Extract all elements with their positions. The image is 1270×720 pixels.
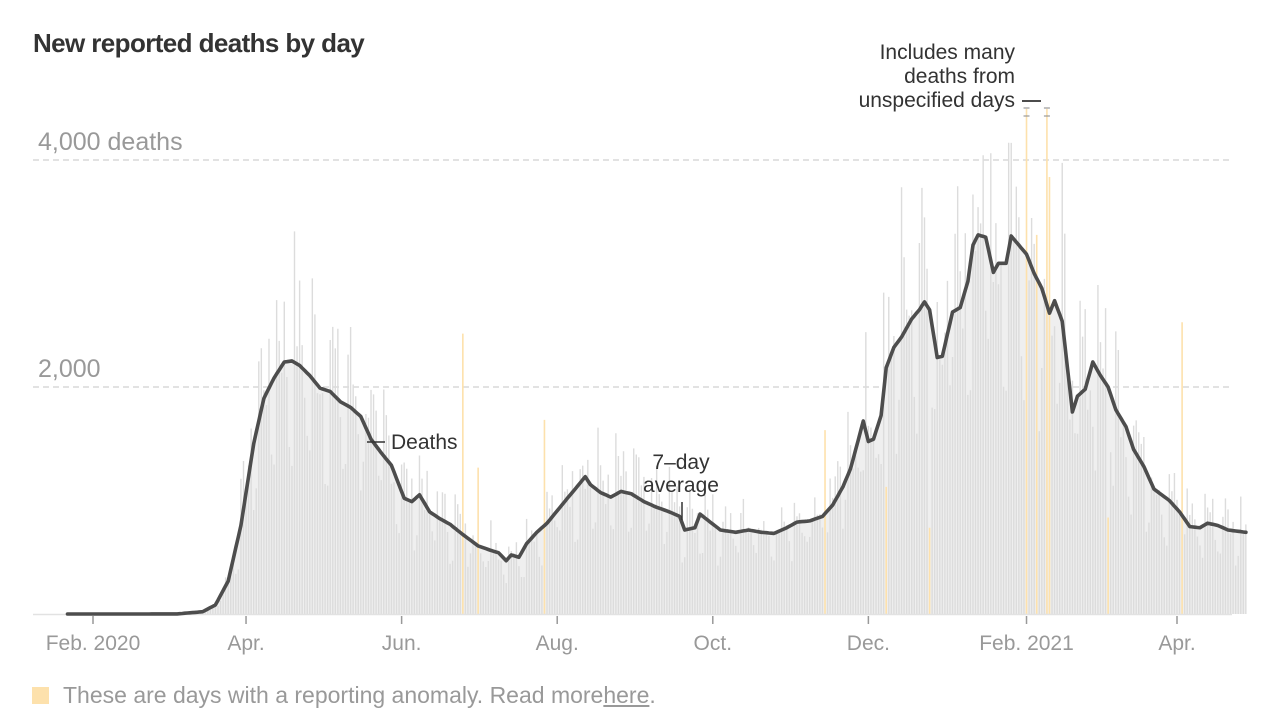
anomaly-legend: These are days with a reporting anomaly.… [32,682,656,709]
average-area-fill [67,234,1246,614]
x-tick-label: Oct. [694,632,733,655]
x-tick-label: Feb. 2020 [46,632,141,655]
chart-title: New reported deaths by day [33,28,365,58]
average-area [67,234,1246,614]
deaths-annotation: Deaths [391,431,458,454]
read-more-link[interactable]: here [603,682,650,708]
anomaly-bars [462,107,1183,614]
x-tick-label: Feb. 2021 [979,632,1074,655]
average-annotation-line2: average [643,474,719,497]
seven-day-average-line [65,233,1248,616]
anomaly-swatch [32,687,49,704]
x-tick-label: Apr. [1158,632,1195,655]
x-tick-label: Aug. [536,632,579,655]
legend-text: These are days with a reporting anomaly.… [63,682,604,708]
y-tick-label: 4,000 deaths [38,128,183,156]
unspecified-annotation-line2: deaths from [904,65,1015,88]
y-axis: 2,000 4,000 deaths [38,128,183,383]
daily-bars [184,142,1247,614]
unspecified-annotation-line1: Includes many [880,41,1016,64]
legend-suffix: . [649,682,656,708]
x-axis: Feb. 2020 Apr. Jun. Aug. Oct. Dec. Feb. 2021 Ap… [46,616,1196,655]
average-annotation-line1: 7–day [652,451,710,474]
unspecified-annotation-line3: unspecified days [859,89,1015,112]
average-line [65,233,1248,616]
x-tick-label: Dec. [847,632,890,655]
y-tick-label: 2,000 [38,355,101,383]
x-tick-label: Jun. [382,632,422,655]
x-tick-label: Apr. [227,632,264,655]
